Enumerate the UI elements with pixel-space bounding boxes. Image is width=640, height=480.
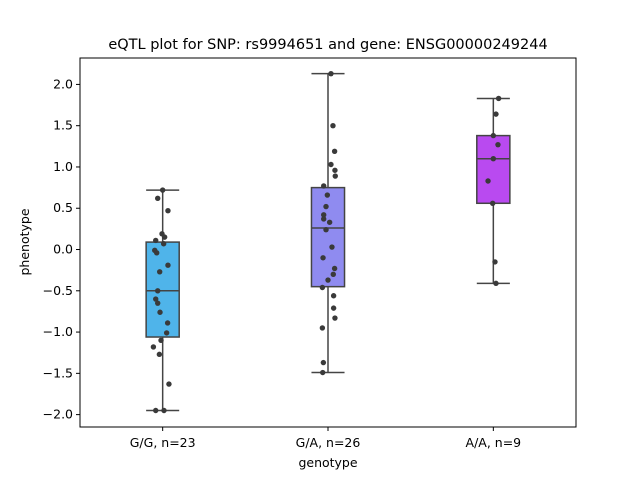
data-point: [155, 288, 161, 294]
data-point: [321, 212, 327, 218]
data-point: [332, 315, 338, 321]
y-tick-label: 0.5: [53, 200, 73, 215]
data-point: [155, 195, 161, 202]
data-point: [331, 265, 338, 272]
box-iqr: [310, 186, 346, 288]
data-point: [156, 351, 163, 358]
data-point: [321, 216, 327, 222]
box-group: [476, 95, 511, 287]
data-point: [164, 320, 171, 326]
data-point: [156, 269, 163, 275]
data-point: [155, 300, 161, 306]
data-point: [330, 122, 336, 129]
data-point: [329, 244, 335, 250]
y-tick-label: −0.5: [43, 283, 73, 298]
data-point: [153, 237, 159, 244]
data-point: [153, 407, 159, 414]
data-point: [485, 178, 491, 184]
data-point: [165, 262, 171, 268]
data-point: [321, 183, 327, 189]
data-point: [328, 70, 334, 77]
data-point: [320, 255, 326, 261]
data-point: [330, 293, 337, 299]
y-tick-label: 2.0: [53, 76, 73, 91]
x-axis: G/G, n=23 G/A, n=26 A/A, n=9: [130, 427, 521, 450]
data-point: [319, 325, 326, 331]
data-point: [163, 330, 170, 336]
chart-title: eQTL plot for SNP: rs9994651 and gene: E…: [108, 37, 547, 53]
y-axis-label: phenotype: [17, 208, 32, 275]
data-point: [332, 173, 338, 179]
data-point: [332, 167, 338, 173]
x-tick-label: G/A, n=26: [296, 435, 361, 450]
box-iqr: [476, 134, 511, 205]
data-point: [159, 187, 166, 193]
box-iqr: [145, 241, 180, 338]
data-point: [495, 141, 501, 148]
y-axis: −2.0 −1.5 −1.0 −0.5 0.0 0.5 1.0 1.5 2.0: [43, 76, 80, 422]
data-point: [323, 203, 329, 210]
data-point: [492, 259, 498, 265]
data-point: [331, 148, 338, 154]
data-point: [161, 234, 168, 240]
data-point: [153, 296, 159, 302]
box-group: [310, 70, 346, 376]
data-point: [157, 309, 163, 315]
data-point: [319, 284, 326, 291]
plot-area: [145, 70, 511, 414]
data-point: [320, 359, 327, 366]
data-point: [328, 161, 334, 168]
x-tick-label: A/A, n=9: [466, 435, 522, 450]
data-point: [320, 369, 326, 376]
data-point: [154, 250, 160, 256]
data-point: [161, 407, 167, 414]
data-point: [330, 271, 336, 277]
data-point: [325, 277, 331, 283]
y-tick-label: −2.0: [43, 407, 73, 422]
data-point: [160, 241, 167, 247]
data-point: [324, 192, 331, 198]
y-tick-label: −1.0: [43, 324, 73, 339]
y-tick-label: 1.0: [53, 159, 73, 174]
data-point: [165, 208, 171, 214]
data-point: [158, 337, 164, 344]
data-point: [150, 344, 157, 350]
data-point: [495, 95, 502, 102]
data-point: [323, 227, 329, 233]
y-tick-label: 1.5: [53, 118, 73, 133]
x-axis-label: genotype: [298, 455, 357, 470]
data-point: [326, 219, 333, 225]
x-tick-label: G/G, n=23: [130, 435, 196, 450]
data-point: [166, 381, 172, 387]
y-tick-label: −1.5: [43, 365, 73, 380]
data-point: [490, 132, 497, 139]
data-point: [489, 200, 496, 206]
data-point: [330, 305, 337, 311]
y-tick-label: 0.0: [53, 242, 73, 257]
box-group: [145, 187, 180, 414]
data-point: [493, 280, 499, 287]
data-point: [490, 156, 497, 162]
data-point: [493, 111, 499, 117]
